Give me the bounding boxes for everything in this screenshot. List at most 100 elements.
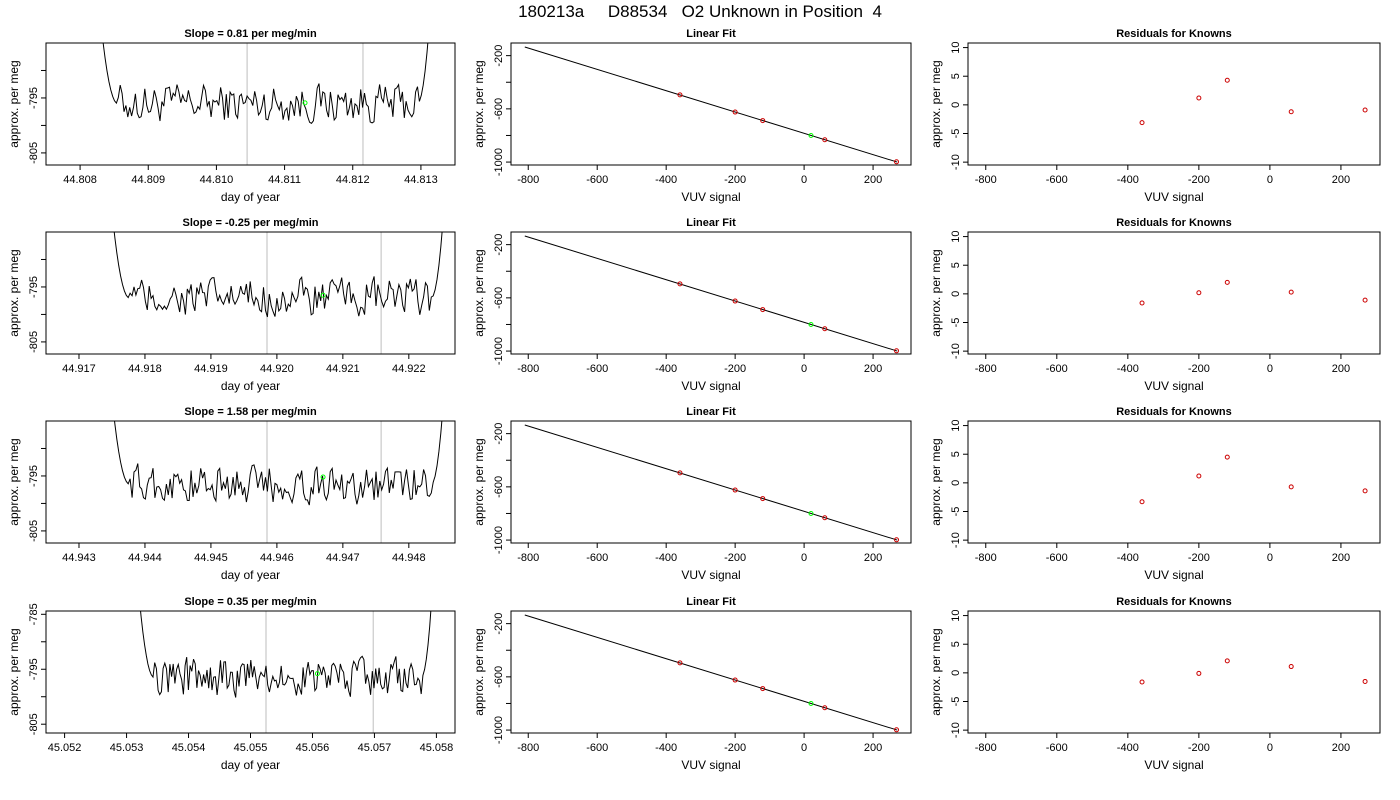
known-point [822,326,828,332]
y-axis-label: approx. per meg [929,60,943,147]
x-axis-label: day of year [221,379,280,393]
x-tick-label: 0 [801,363,807,375]
y-axis-label: approx. per meg [472,438,486,525]
unknown-point [320,292,326,298]
residual-point [1288,484,1294,490]
y-tick-label: -10 [950,722,962,738]
residual-point [1196,473,1202,479]
y-tick-label: -600 [493,666,505,688]
known-point [677,470,683,476]
x-tick-label: 44.813 [404,174,438,186]
x-tick-label: -600 [586,742,608,754]
x-tick-label: 44.944 [128,552,162,564]
plot-area [140,611,432,733]
y-tick-label: 10 [950,41,962,53]
unknown-point [808,321,814,327]
fit-line [524,424,898,541]
panel-4-1: Slope = 0.35 per meg/min day of year appro… [7,596,456,772]
x-tick-label: 0 [1267,174,1273,186]
fit-line [524,614,898,731]
plot-area [524,424,900,543]
y-tick-label: -795 [28,465,40,487]
x-tick-label: 44.943 [62,552,96,564]
plot-area [1139,77,1368,126]
x-tick-label: -400 [655,174,677,186]
known-point [894,348,900,354]
known-point [894,727,900,733]
known-point [677,92,683,98]
y-tick-label: 5 [950,641,962,647]
x-tick-label: 45.054 [172,742,206,754]
y-tick-label: 5 [950,262,962,268]
x-tick-label: 45.055 [234,742,268,754]
x-tick-label: -400 [1117,363,1139,375]
known-point [677,660,683,666]
residual-point [1224,454,1230,460]
y-tick-label: 10 [950,230,962,242]
x-tick-label: 200 [1332,363,1350,375]
plot-area [102,43,429,165]
y-tick-label: -600 [493,476,505,498]
residual-point [1288,664,1294,670]
y-tick-label: 0 [950,102,962,108]
y-tick-label: -1000 [493,526,505,554]
y-tick-label: -200 [493,613,505,635]
unknown-point [302,100,308,106]
known-point [760,496,766,502]
panel-title: Slope = 1.58 per meg/min [184,406,317,418]
x-axis-label: day of year [221,568,280,582]
y-tick-label: -600 [493,98,505,120]
plot-frame [967,610,1381,734]
residual-point [1362,107,1368,113]
residual-point [1196,95,1202,101]
residual-point [1139,300,1145,306]
panel-title: Linear Fit [686,406,736,418]
x-axis-label: day of year [221,190,280,204]
plot-frame [967,420,1381,544]
known-point [894,537,900,543]
x-tick-label: 200 [1332,742,1350,754]
panel-1-3: Residuals for Knowns VUV signal approx. pe… [929,28,1381,204]
x-tick-label: -600 [1046,552,1068,564]
x-axis-label: VUV signal [681,379,740,393]
y-tick-label: 10 [950,609,962,621]
panel-title: Residuals for Knowns [1116,217,1232,229]
x-axis-label: VUV signal [1144,379,1203,393]
y-tick-label: -200 [493,234,505,256]
x-tick-label: 44.918 [128,363,162,375]
x-axis-label: VUV signal [1144,568,1203,582]
y-axis-label: approx. per meg [7,249,21,336]
y-tick-label: -1000 [493,148,505,176]
unknown-point [314,671,320,677]
panel-2-1: Slope = -0.25 per meg/min day of year appr… [7,217,456,393]
panel-title: Linear Fit [686,217,736,229]
known-point [822,137,828,143]
x-tick-label: -400 [1117,742,1139,754]
x-tick-label: 44.809 [131,174,165,186]
plot-area [114,421,443,543]
plot-area [1139,454,1368,505]
residual-point [1196,290,1202,296]
x-tick-label: -800 [517,742,539,754]
x-tick-label: 200 [864,174,882,186]
y-tick-label: -5 [950,318,962,328]
x-tick-label: 44.948 [392,552,426,564]
x-tick-label: 200 [864,552,882,564]
residual-point [1196,670,1202,676]
x-axis-label: VUV signal [1144,758,1203,772]
y-tick-label: -10 [950,343,962,359]
x-axis-label: VUV signal [1144,190,1203,204]
y-axis-label: approx. per meg [929,628,943,715]
x-tick-label: -200 [1188,363,1210,375]
y-tick-label: -5 [950,507,962,517]
y-tick-label: -5 [950,129,962,139]
plot-frame [967,231,1381,355]
y-axis-label: approx. per meg [472,628,486,715]
signal-trace [113,232,443,318]
x-tick-label: -200 [724,742,746,754]
known-point [732,677,738,683]
panel-title: Slope = 0.81 per meg/min [184,28,317,40]
figure-title: 180213a D88534 O2 Unknown in Position 4 [518,2,882,21]
